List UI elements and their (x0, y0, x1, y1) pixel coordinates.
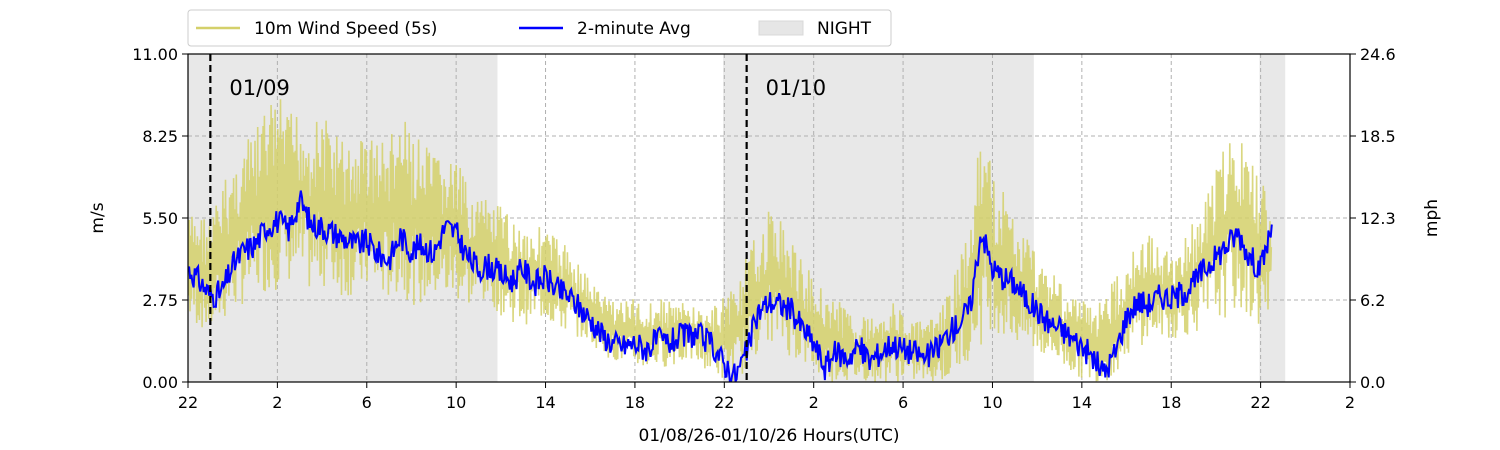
x-tick-label: 10 (982, 393, 1002, 412)
legend-label-0: 10m Wind Speed (5s) (254, 19, 437, 39)
y-tick-label-left: 0.00 (142, 373, 178, 392)
legend: 10m Wind Speed (5s) 2-minute Avg NIGHT (187, 9, 892, 47)
legend-label-1: 2-minute Avg (577, 19, 691, 39)
x-tick-label: 2 (272, 393, 282, 412)
y-tick-label-right: 18.5 (1360, 127, 1396, 146)
x-tick-label: 6 (362, 393, 372, 412)
y-tick-label-right: 6.2 (1360, 291, 1385, 310)
day-marker-label-0: 01/09 (229, 76, 290, 100)
legend-label-2: NIGHT (817, 19, 872, 39)
x-tick-label: 6 (898, 393, 908, 412)
x-tick-label: 18 (1161, 393, 1181, 412)
x-tick-label: 14 (535, 393, 555, 412)
x-tick-label: 10 (446, 393, 466, 412)
x-tick-label: 22 (1250, 393, 1270, 412)
legend-swatch-night (758, 20, 804, 36)
series-layer (188, 99, 1273, 382)
series-2-minute-avg (188, 190, 1273, 382)
x-axis-label: 01/08/26-01/10/26 Hours(UTC) (638, 426, 899, 446)
y-tick-label-left: 11.00 (132, 45, 178, 64)
x-tick-label: 22 (178, 393, 198, 412)
x-tick-label: 14 (1072, 393, 1092, 412)
y-tick-label-right: 0.0 (1360, 373, 1385, 392)
axes: 22 2 6 10 14 18 22 2 6 10 14 18 22 20.00 0.02.75 6.25.5… (132, 45, 1395, 412)
y-tick-label-right: 12.3 (1360, 209, 1396, 228)
y-tick-label-left: 5.50 (142, 209, 178, 228)
series-10m-wind-speed (188, 99, 1273, 382)
x-tick-label: 18 (625, 393, 645, 412)
x-tick-label: 22 (714, 393, 734, 412)
y-axis-label-left: m/s (88, 202, 108, 233)
day-markers: 01/09 01/10 (209, 54, 827, 382)
x-tick-label: 2 (1345, 393, 1355, 412)
y-tick-label-left: 2.75 (142, 291, 178, 310)
y-tick-label-left: 8.25 (142, 127, 178, 146)
y-axis-label-right: mph (1422, 199, 1442, 237)
y-tick-label-right: 24.6 (1360, 45, 1396, 64)
x-tick-label: 2 (809, 393, 819, 412)
day-marker-label-1: 01/10 (766, 76, 827, 100)
